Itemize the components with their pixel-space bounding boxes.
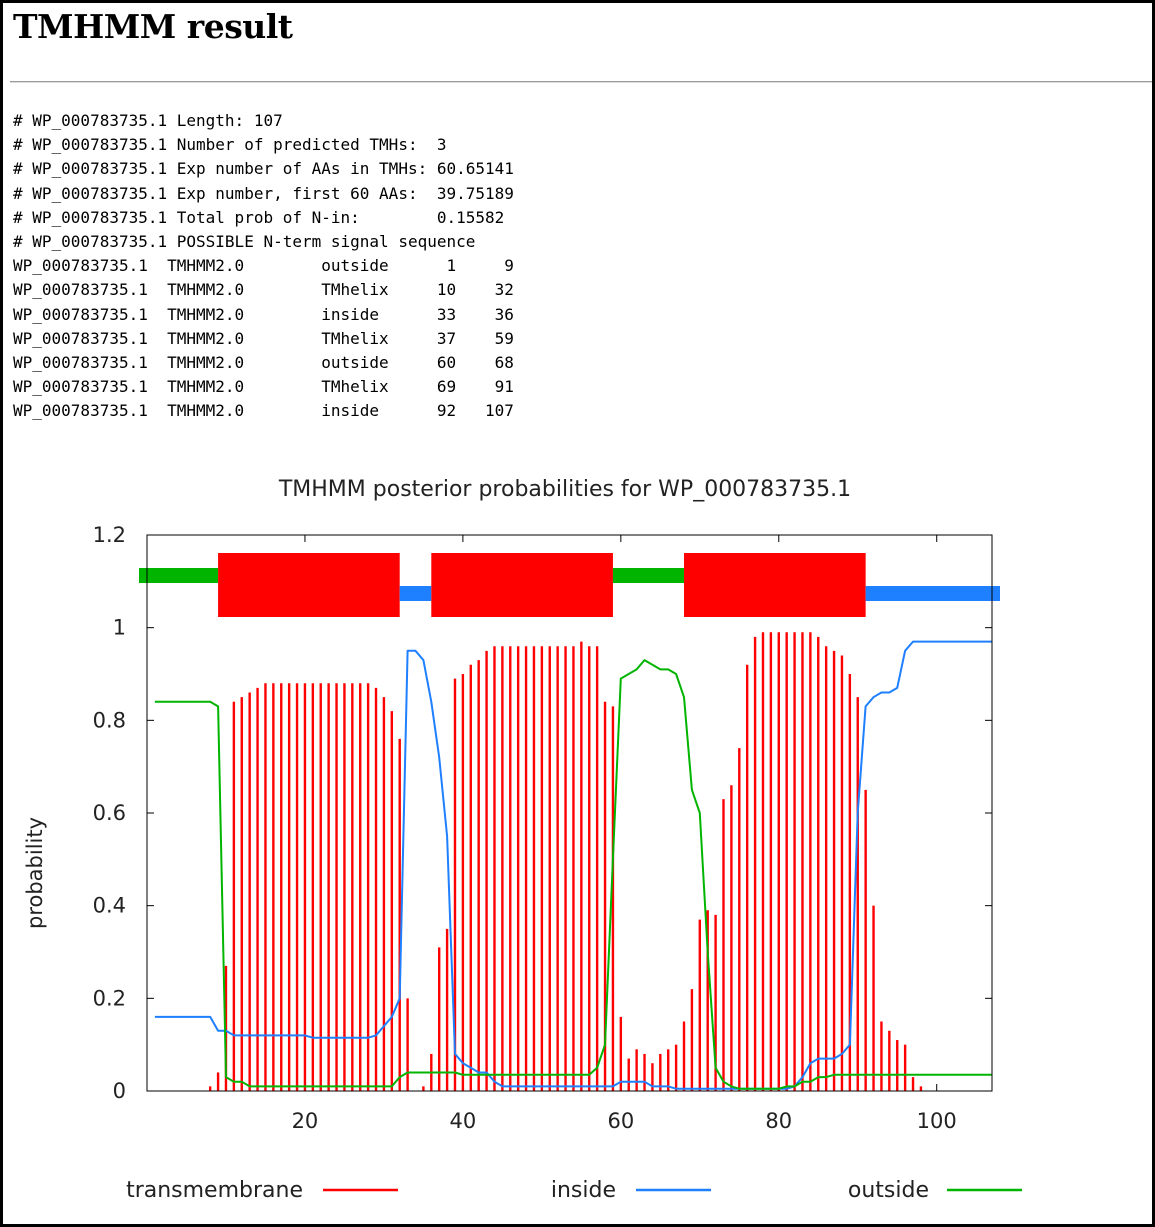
x-axis-ticks: 20 40 60 80 100 xyxy=(292,535,957,1133)
topology-outside xyxy=(612,568,685,583)
output-line: WP_000783735.1 TMHMM2.0 inside 92 107 xyxy=(13,401,514,421)
outside-line xyxy=(154,659,992,1090)
topology-tmhelix xyxy=(684,553,866,617)
output-line: # WP_000783735.1 Total prob of N-in: 0.1… xyxy=(13,207,505,227)
x-tick-label: 100 xyxy=(917,1109,957,1133)
inside-line xyxy=(154,640,992,1090)
output-line: WP_000783735.1 TMHMM2.0 outside 60 68 xyxy=(13,352,514,372)
x-tick-label: 60 xyxy=(607,1109,634,1133)
output-line: WP_000783735.1 TMHMM2.0 outside 1 9 xyxy=(13,256,514,276)
x-tick-label: 80 xyxy=(765,1109,792,1133)
legend-label: outside xyxy=(848,1178,929,1203)
probability-lines xyxy=(154,640,992,1090)
chart-title: TMHMM posterior probabilities for WP_000… xyxy=(278,477,851,502)
output-line: # WP_000783735.1 Number of predicted TMH… xyxy=(13,135,447,155)
topology-inside xyxy=(399,586,432,601)
y-tick-label: 0.4 xyxy=(93,894,126,918)
x-tick-label: 20 xyxy=(292,1109,319,1133)
y-tick-label: 0 xyxy=(113,1079,126,1103)
y-tick-label: 1 xyxy=(113,616,126,640)
output-line: # WP_000783735.1 Exp number of AAs in TM… xyxy=(13,159,514,179)
y-axis-label: probability xyxy=(23,817,47,929)
posterior-probability-chart: TMHMM posterior probabilities for WP_000… xyxy=(23,477,1022,1203)
topology-bar xyxy=(139,553,1000,617)
topology-outside xyxy=(139,568,219,583)
legend: transmembrane inside outside xyxy=(126,1178,1022,1203)
output-line: WP_000783735.1 TMHMM2.0 TMhelix 10 32 xyxy=(13,280,514,300)
output-line: # WP_000783735.1 Exp number, first 60 AA… xyxy=(13,183,514,203)
legend-label: inside xyxy=(551,1178,616,1203)
y-tick-label: 0.2 xyxy=(93,986,126,1010)
horizontal-rule xyxy=(10,81,1152,83)
y-tick-label: 1.2 xyxy=(93,523,126,547)
output-line: WP_000783735.1 TMHMM2.0 TMhelix 37 59 xyxy=(13,328,514,348)
topology-inside xyxy=(865,586,1000,601)
plot-frame xyxy=(146,534,993,1092)
y-tick-label: 0.8 xyxy=(93,708,126,732)
legend-label: transmembrane xyxy=(126,1178,303,1203)
page-title: TMHMM result xyxy=(13,7,293,46)
y-axis-ticks: 0 0.2 0.4 0.6 0.8 1 1.2 xyxy=(93,523,992,1103)
output-line: WP_000783735.1 TMHMM2.0 TMhelix 69 91 xyxy=(13,377,514,397)
topology-tmhelix xyxy=(218,553,400,617)
topology-tmhelix xyxy=(431,553,613,617)
y-tick-label: 0.6 xyxy=(93,801,126,825)
output-line: # WP_000783735.1 POSSIBLE N-term signal … xyxy=(13,231,476,251)
x-tick-label: 40 xyxy=(450,1109,477,1133)
prediction-output: # WP_000783735.1 Length: 107 # WP_0007837… xyxy=(13,109,514,423)
transmembrane-bars xyxy=(208,632,923,1091)
output-line: WP_000783735.1 TMHMM2.0 inside 33 36 xyxy=(13,304,514,324)
output-line: # WP_000783735.1 Length: 107 xyxy=(13,111,283,130)
